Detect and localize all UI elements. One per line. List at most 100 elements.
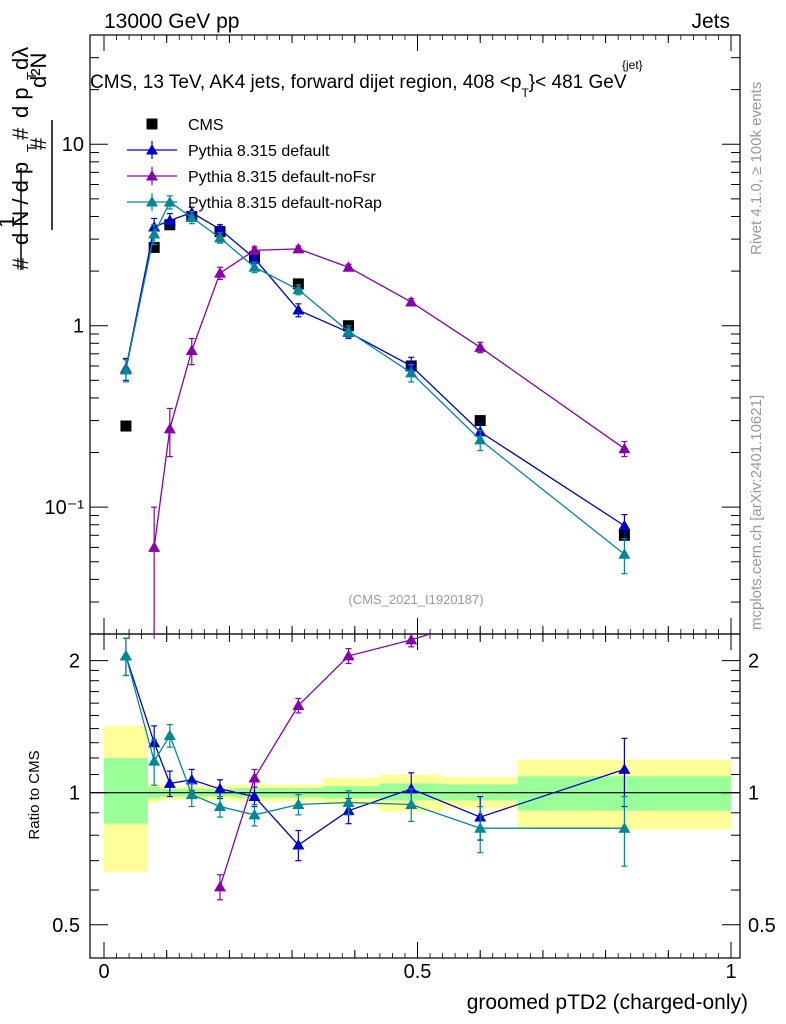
main-point-noFsr [405,296,418,307]
main-point-noFsr [474,341,487,352]
rivet-version-label: Rivet 4.1.0, ≥ 100k events [748,82,765,255]
main-point-noRap [618,548,631,559]
ratio-point-noRap [213,800,226,812]
ratio-point-noRap [474,822,487,833]
svg-text:d p: d p [8,87,33,118]
ratio-point-noFsr [405,634,418,645]
xtick-label: 1 [725,961,736,983]
ratio-point-noRap [119,649,132,661]
svg-text:#: # [8,127,33,140]
svg-text:T: T [24,72,39,80]
main-point-default [292,304,305,315]
ratio-point-default [292,838,305,850]
ratio-ytick-label-right: 0.5 [748,915,776,937]
svg-text:1: 1 [0,216,19,228]
ratio-point-noFsr [474,612,486,623]
ratio-point-default [163,777,176,788]
main-point-noRap [185,211,198,222]
plot-title: CMS, 13 TeV, AK4 jets, forward dijet reg… [90,72,627,100]
ratio-ytick-label-right: 1 [748,783,759,805]
main-point-noRap [342,325,355,336]
main-point-noFsr [248,244,261,255]
svg-text:T: T [24,144,39,152]
main-series-noRap [119,195,631,575]
ratio-point-default [185,773,198,785]
main-point-noFsr [618,442,631,454]
main-point-noFsr [163,422,176,434]
main-ytick-label: 1 [73,316,84,338]
main-line-default [125,211,625,527]
main-point-default [163,214,176,226]
main-series-default [119,206,631,540]
main-point-noRap [248,261,261,272]
legend-marker-noFsr [146,170,158,181]
legend-label-cms: CMS [188,117,224,134]
ratio-series-noFsr [213,612,486,901]
ratio-point-noRap [248,808,261,820]
xtick-label: 0.5 [404,961,432,983]
legend-marker-noRap [146,196,158,207]
main-point-cms [148,241,160,253]
main-point-default [618,519,631,531]
axes-frame [89,34,741,959]
header-jets-label: Jets [691,10,730,33]
ratio-y-axis-label: Ratio to CMS [26,750,43,839]
legend-label-noRap: Pythia 8.315 default-noRap [188,195,382,212]
main-point-noRap [405,366,418,378]
ratio-ytick-label: 0.5 [52,915,80,937]
ratio-point-noRap [405,798,418,809]
ratio-point-noRap [292,798,305,809]
x-axis-label: groomed pTD2 (charged-only) [467,991,748,1014]
main-point-default [213,223,226,234]
ratio-point-noFsr [213,880,226,892]
analysis-watermark: (CMS_2021_I1920187) [348,592,483,607]
svg-text:dλ: dλ [8,47,33,70]
tick-labels: 1 10 10⁻¹ 0.5 0.5 1 1 2 2 0 0.5 1 [45,134,776,983]
main-y-axis-label: # d N / d p T # d p T dλ 1 # d²N [0,47,53,270]
main-line-noRap [125,201,625,555]
ratio-point-noFsr [342,649,355,661]
ratio-series-noRap [119,637,631,867]
legend-marker-default [146,144,158,155]
main-point-noRap [292,283,305,295]
legend-label-noFsr: Pythia 8.315 default-noFsr [188,169,376,186]
main-point-noFsr [213,267,226,278]
svg-text:d²N: d²N [26,53,51,88]
main-series-noFsr [148,242,631,634]
legend: CMS Pythia 8.315 default Pythia 8.315 defa… [127,117,382,212]
main-point-cms [120,420,132,432]
plot-title-end: }< 481 GeV [529,72,627,93]
main-point-noFsr [148,541,161,552]
ratio-point-noRap [163,729,176,741]
main-point-noRap [148,228,161,239]
main-point-noFsr [342,261,355,272]
ratio-point-noRap [342,796,355,807]
mcplots-label: mcplots.cern.ch [arXiv:2401.10621] [748,395,765,630]
ratio-point-noFsr [248,772,261,783]
legend-label-default: Pythia 8.315 default [188,143,330,160]
ratio-ytick-label-right: 2 [748,651,759,673]
main-ytick-label: 10 [62,134,84,156]
plot-title-sup: {jet} [622,58,643,72]
main-point-noFsr [185,344,198,356]
main-point-noRap [119,364,132,375]
band-green-0 [104,757,148,824]
ratio-point-noRap [618,822,631,833]
main-point-noRap [474,433,487,445]
ratio-point-default [213,782,226,794]
header-energy-label: 13000 GeV pp [104,10,239,33]
ratio-point-noRap [185,788,198,800]
svg-text:#: # [26,137,51,150]
xtick-label: 0 [98,961,109,983]
ratio-point-default [618,763,631,774]
ratio-frame [89,633,741,959]
main-point-noRap [213,231,226,243]
ratio-point-noRap [148,755,161,766]
ratio-ytick-label: 1 [69,783,80,805]
ratio-point-default [405,782,418,794]
main-ytick-label: 10⁻¹ [45,497,85,519]
main-point-noFsr [292,242,305,254]
plot-title-main: CMS, 13 TeV, AK4 jets, forward dijet reg… [90,72,521,93]
ratio-point-noFsr [292,699,305,711]
